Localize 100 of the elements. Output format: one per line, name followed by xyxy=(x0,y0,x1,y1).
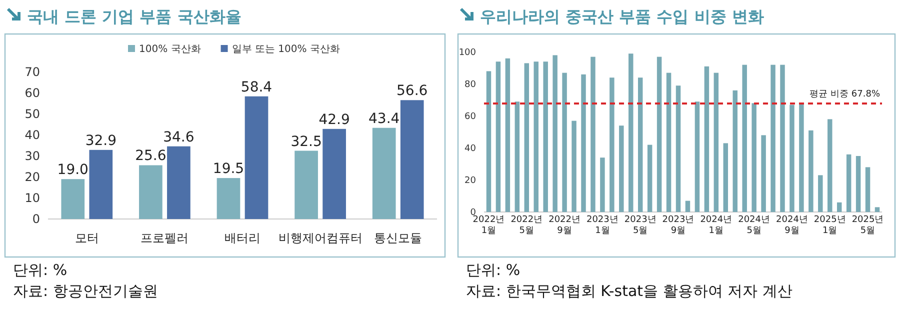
bar xyxy=(836,202,842,212)
data-label: 58.4 xyxy=(240,79,272,96)
bar xyxy=(732,90,738,212)
bar xyxy=(400,100,424,219)
data-label: 25.6 xyxy=(135,148,166,164)
bar xyxy=(676,86,681,212)
bar xyxy=(723,143,728,212)
bar xyxy=(856,156,861,212)
bar xyxy=(610,78,614,212)
bar xyxy=(524,63,530,212)
bar xyxy=(552,55,558,212)
y-tick-label: 70 xyxy=(24,65,40,80)
bar xyxy=(628,54,634,212)
bar xyxy=(216,178,240,219)
bar xyxy=(808,130,814,212)
bar xyxy=(590,56,596,212)
text: 자료: 한국무역협회 K-stat을 활용하여 저자 계산 xyxy=(466,282,792,300)
text: 단위: % xyxy=(13,261,68,279)
bar xyxy=(865,167,870,212)
x-tick-label: 2025년 1월 xyxy=(814,215,846,236)
bar xyxy=(656,56,662,212)
bar xyxy=(244,96,268,219)
bar xyxy=(818,175,823,212)
bar xyxy=(322,128,346,219)
bar xyxy=(139,165,162,219)
bar xyxy=(167,146,190,219)
x-tick-label: 비행제어컴퓨터 xyxy=(278,231,362,245)
bar xyxy=(770,64,776,212)
chart-title: 국내 드론 기업 부품 국산화율 xyxy=(27,7,242,26)
bar xyxy=(505,58,510,212)
y-tick-label: 10 xyxy=(24,191,40,206)
y-tick-label: 20 xyxy=(464,176,476,186)
data-label: 19.5 xyxy=(212,161,244,178)
bar xyxy=(846,154,852,212)
text: 자료: 항공안전기술원 xyxy=(13,282,158,300)
x-tick-label: 통신모듈 xyxy=(374,231,422,245)
y-tick-label: 80 xyxy=(464,80,476,90)
bar xyxy=(874,207,880,212)
data-label: 56.6 xyxy=(396,83,428,100)
bar xyxy=(61,179,85,219)
bar xyxy=(714,72,719,212)
bar xyxy=(562,72,567,212)
bar xyxy=(647,144,652,212)
y-tick-label: 30 xyxy=(24,149,40,164)
bar xyxy=(761,135,766,212)
chart-title: 우리나라의 중국산 부품 수입 비중 변화 xyxy=(480,7,764,26)
bar xyxy=(89,150,113,219)
data-label: 32.9 xyxy=(85,132,116,149)
x-tick-label: 2024년 1월 xyxy=(700,215,732,236)
bar xyxy=(486,71,492,212)
bar xyxy=(543,62,548,212)
x-tick-label: 배터리 xyxy=(224,231,260,245)
bar xyxy=(790,104,794,212)
bar xyxy=(534,62,538,212)
bar xyxy=(704,66,710,212)
x-tick-label: 2024년 9월 xyxy=(776,215,808,236)
data-label: 43.4 xyxy=(368,110,400,127)
bar xyxy=(685,200,690,212)
y-tick-label: 60 xyxy=(24,86,40,100)
y-tick-label: 0 xyxy=(32,212,40,226)
bar xyxy=(294,150,318,219)
bar xyxy=(600,158,605,212)
bar xyxy=(666,72,672,212)
y-tick-label: 40 xyxy=(464,144,476,154)
bar xyxy=(752,103,756,212)
bar xyxy=(572,120,576,212)
data-label: 42.9 xyxy=(318,112,350,128)
x-tick-label: 2023년 5월 xyxy=(624,215,656,236)
x-tick-label: 프로펠러 xyxy=(140,231,189,245)
ref-line-label: 평균 비중 67.8% xyxy=(810,90,880,100)
text: 단위: % xyxy=(466,261,520,279)
x-tick-label: 2023년 1월 xyxy=(586,215,618,236)
y-tick-label: 20 xyxy=(24,170,40,184)
bar xyxy=(619,126,624,212)
bar xyxy=(828,119,832,212)
x-tick-label: 2022년 9월 xyxy=(548,215,580,236)
y-tick-label: 100 xyxy=(458,48,476,58)
y-tick-label: 40 xyxy=(24,128,40,142)
x-tick-label: 2022년 5월 xyxy=(510,215,543,236)
bar xyxy=(694,102,700,212)
bar xyxy=(372,128,396,219)
bar xyxy=(496,62,501,212)
bar xyxy=(638,78,643,212)
data-label: 32.5 xyxy=(290,134,322,150)
data-label: 19.0 xyxy=(57,162,88,178)
x-tick-label: 2022년 1월 xyxy=(472,215,505,236)
bar xyxy=(742,64,747,212)
legend-label: 100% 국산화 xyxy=(139,44,201,55)
x-tick-label: 2024년 5월 xyxy=(738,215,770,236)
y-tick-label: 60 xyxy=(464,112,476,122)
data-label: 34.6 xyxy=(163,129,194,146)
bar xyxy=(799,103,804,212)
x-tick-label: 2023년 9월 xyxy=(662,215,694,236)
y-tick-label: 50 xyxy=(24,107,40,122)
bar xyxy=(581,74,586,212)
bar xyxy=(780,64,785,212)
bar xyxy=(514,102,520,212)
legend-label: 일부 또는 100% 국산화 xyxy=(232,44,340,55)
x-tick-label: 모터 xyxy=(74,231,99,245)
x-tick-label: 2025년 5월 xyxy=(852,215,884,236)
